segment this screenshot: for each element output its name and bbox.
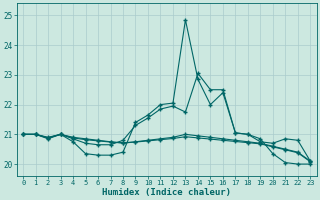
X-axis label: Humidex (Indice chaleur): Humidex (Indice chaleur)	[102, 188, 231, 197]
